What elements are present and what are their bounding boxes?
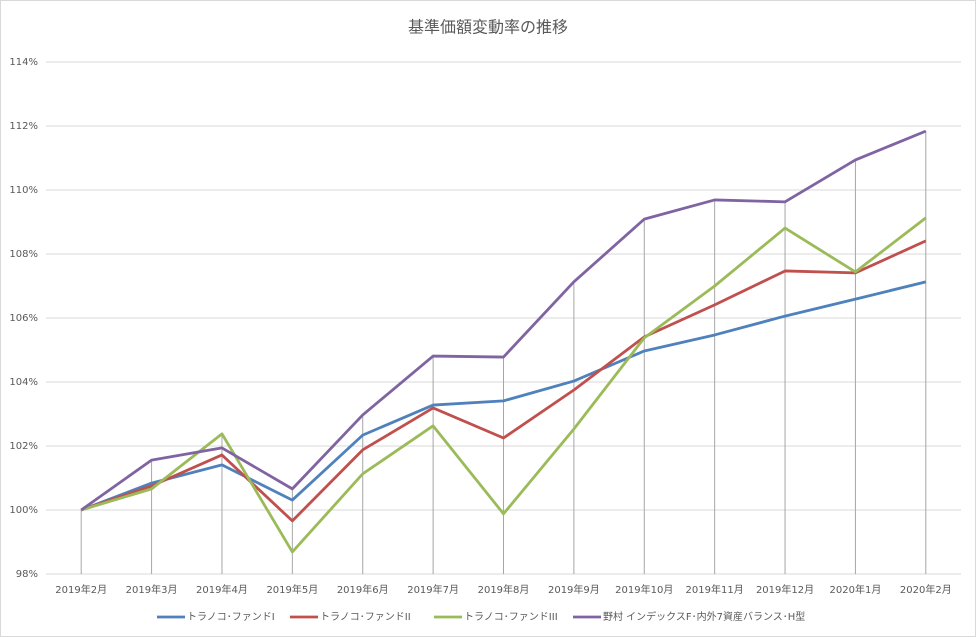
x-tick-label: 2019年11月 bbox=[686, 583, 744, 596]
series-line bbox=[80, 129, 927, 512]
y-tick-label: 98% bbox=[16, 569, 38, 580]
y-tick-label: 114% bbox=[9, 57, 38, 68]
series-line bbox=[80, 280, 927, 512]
x-tick-label: 2019年10月 bbox=[615, 583, 673, 596]
x-tick-label: 2019年4月 bbox=[196, 583, 248, 596]
y-tick-label: 102% bbox=[9, 441, 38, 452]
y-tick-label: 100% bbox=[9, 505, 38, 516]
series-line bbox=[80, 239, 927, 523]
legend-label: トラノコ･ファンドIII bbox=[464, 611, 558, 623]
x-tick-label: 2019年3月 bbox=[126, 583, 178, 596]
y-tick-label: 106% bbox=[9, 313, 38, 324]
y-tick-label: 112% bbox=[9, 121, 38, 132]
x-tick-label: 2019年6月 bbox=[337, 583, 389, 596]
legend-label: トラノコ･ファンドI bbox=[187, 611, 275, 623]
y-tick-label: 108% bbox=[9, 249, 38, 260]
x-tick-label: 2019年12月 bbox=[756, 583, 814, 596]
chart-title: 基準価額変動率の推移 bbox=[408, 18, 568, 37]
x-tick-label: 2019年9月 bbox=[548, 583, 600, 596]
x-tick-label: 2019年5月 bbox=[266, 583, 318, 596]
x-tick-label: 2020年2月 bbox=[900, 583, 952, 596]
x-tick-label: 2019年8月 bbox=[478, 583, 530, 596]
x-tick-label: 2019年7月 bbox=[407, 583, 459, 596]
y-tick-label: 110% bbox=[9, 185, 38, 196]
y-tick-label: 104% bbox=[9, 377, 38, 388]
legend-label: トラノコ･ファンドII bbox=[320, 611, 411, 623]
x-tick-label: 2020年1月 bbox=[830, 583, 882, 596]
x-tick-label: 2019年2月 bbox=[55, 583, 107, 596]
series-line bbox=[80, 216, 927, 554]
legend-label: 野村 インデックスF･内外7資産バランス･H型 bbox=[603, 610, 805, 623]
